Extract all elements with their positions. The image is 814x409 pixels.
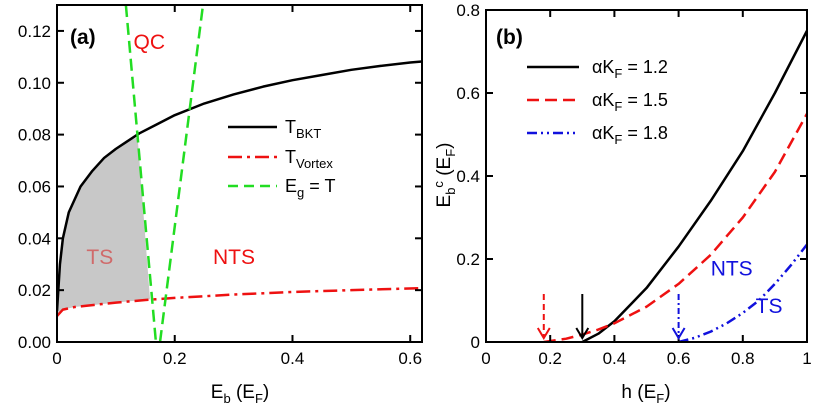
threshold-arrowhead-3 xyxy=(671,327,686,340)
panel-b-x-axis-title: h (EF) xyxy=(621,382,670,406)
legend-a-label-eg: Eg = T xyxy=(285,176,335,200)
x-tick-label: 1 xyxy=(802,349,811,368)
series-tbkt-line xyxy=(57,60,422,311)
panel-a: 0 0.2 0.4 0.6 0.00 0.02 0.04 0.06 0.08 0.10 0.12 (… xyxy=(18,4,423,406)
x-tick-label: 0 xyxy=(481,349,490,368)
ts-shaded-region xyxy=(57,137,151,317)
x-tick-label: 0 xyxy=(52,349,61,368)
y-tick-label: 0.02 xyxy=(18,281,51,300)
y-tick-label: 0.8 xyxy=(456,1,480,20)
annotation-nts-b: NTS xyxy=(711,258,753,281)
panel-b-label: (b) xyxy=(496,26,523,49)
panel-a-x-axis-title: Eb (EF) xyxy=(211,382,269,406)
x-tick-label: 0.2 xyxy=(538,349,562,368)
threshold-arrowhead-1 xyxy=(536,327,551,340)
x-tick-label: 0.6 xyxy=(667,349,691,368)
legend-b-label-12: αKF = 1.2 xyxy=(592,57,668,81)
annotation-ts-b: TS xyxy=(756,295,783,318)
series-eg-line-branch-1 xyxy=(124,5,158,342)
panel-b: 0 0.2 0.4 0.6 0.8 1 0 0.2 0.4 0.6 0.8 (b) αKF = 1.… xyxy=(431,1,812,406)
legend-a-label-tbkt: TBKT xyxy=(285,117,321,141)
x-tick-label: 0.4 xyxy=(603,349,627,368)
panel-a-legend: TBKT TVortex Eg = T xyxy=(228,117,335,200)
annotation-ts-a: TS xyxy=(86,246,113,269)
annotation-nts-a: NTS xyxy=(213,246,255,269)
y-tick-label: 0.4 xyxy=(456,167,480,186)
y-tick-label: 0.06 xyxy=(18,177,51,196)
legend-a-label-tvortex: TVortex xyxy=(285,147,333,171)
x-tick-label: 0.2 xyxy=(163,349,187,368)
y-tick-label: 0.08 xyxy=(18,126,51,145)
y-tick-label: 0.10 xyxy=(18,74,51,93)
y-tick-label: 0 xyxy=(471,333,480,352)
x-tick-label: 0.4 xyxy=(281,349,305,368)
x-tick-label: 0.6 xyxy=(398,349,422,368)
panel-b-legend: αKF = 1.2 αKF = 1.5 αKF = 1.8 xyxy=(527,57,668,147)
panel-a-plot-area xyxy=(57,5,422,342)
panel-a-frame xyxy=(56,4,423,343)
series-b-line-3 xyxy=(678,243,807,342)
threshold-arrowhead-2 xyxy=(575,327,590,340)
series-tvortex-line xyxy=(57,286,422,317)
series-eg-line-branch-2 xyxy=(158,5,205,342)
panel-a-label: (a) xyxy=(70,26,96,49)
panel-b-plot-area xyxy=(543,30,807,342)
y-tick-label: 0.12 xyxy=(18,22,51,41)
x-tick-label: 0.8 xyxy=(731,349,755,368)
legend-b-label-15: αKF = 1.5 xyxy=(592,90,668,114)
annotation-qc: QC xyxy=(134,31,166,54)
series-b-line-2 xyxy=(543,113,807,342)
y-tick-label: 0.04 xyxy=(18,229,51,248)
legend-b-label-18: αKF = 1.8 xyxy=(592,123,668,147)
panel-b-arrows xyxy=(536,294,686,340)
panel-a-ticks: 0 0.2 0.4 0.6 0.00 0.02 0.04 0.06 0.08 0.10 0.12 xyxy=(18,5,422,368)
y-tick-label: 0.6 xyxy=(456,84,480,103)
y-tick-label: 0.2 xyxy=(456,250,480,269)
panel-b-y-axis-title: Ebc (EF) xyxy=(431,143,458,208)
series-b-line-1 xyxy=(581,30,807,342)
y-tick-label: 0.00 xyxy=(18,333,51,352)
panel-b-ticks: 0 0.2 0.4 0.6 0.8 1 0 0.2 0.4 0.6 0.8 xyxy=(456,1,811,368)
